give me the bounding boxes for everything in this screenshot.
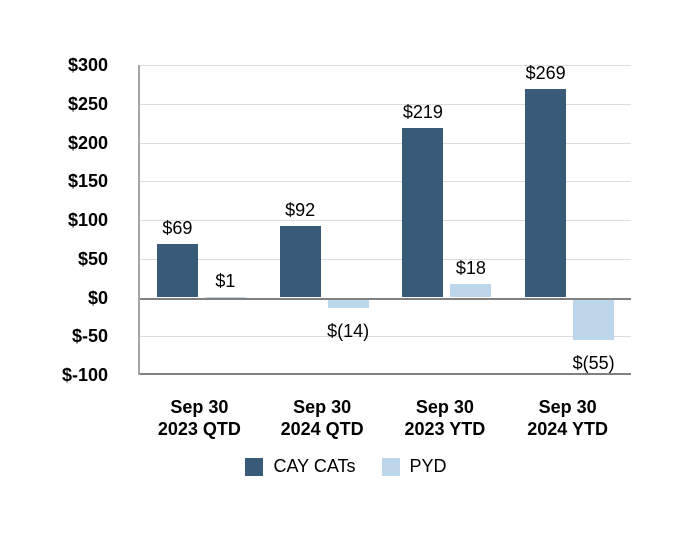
bar-pyd-sep-30-2023-ytd [450, 283, 492, 298]
bar-value-label: $219 [402, 101, 443, 122]
y-axis-tick-label: $150 [67, 171, 108, 192]
bar-pyd-sep-30-2024-ytd [573, 297, 615, 341]
legend-item-cay-cats: CAY CATs [245, 456, 356, 477]
y-axis-tick-label: $50 [77, 248, 108, 269]
x-axis-category-label: Sep 30 2024 QTD [247, 396, 397, 440]
plot-area: $69 $1 $92 $(14) $219 $18 $269 $(55) [138, 63, 631, 375]
x-axis-category-label: Sep 30 2024 YTD [493, 396, 643, 440]
x-axis-category-label: Sep 30 2023 YTD [370, 396, 520, 440]
x-axis-category-label-line: Sep 30 [293, 397, 352, 417]
gridline [140, 103, 631, 105]
bar-value-label: $18 [455, 257, 486, 278]
bar-cay-cats-sep-30-2023-ytd [402, 127, 444, 298]
x-axis-category-label-line: 2023 QTD [157, 419, 241, 439]
legend-label: CAY CATs [273, 456, 356, 476]
y-axis-tick-label: $-100 [61, 365, 108, 385]
y-axis-tick-label: $300 [67, 55, 108, 75]
bar-pyd-sep-30-2024-qtd [327, 297, 369, 309]
bar-cay-cats-sep-30-2024-qtd [279, 226, 321, 298]
bar-value-label: $(14) [327, 321, 370, 342]
gridline [140, 181, 631, 183]
gridline [140, 258, 631, 260]
x-axis-category-label-line: Sep 30 [415, 397, 474, 417]
gridline [140, 336, 631, 338]
bar-value-label: $69 [162, 218, 193, 239]
bar-value-label: $1 [215, 270, 236, 291]
gridline [140, 65, 631, 66]
gridline [140, 220, 631, 221]
bar-pyd-sep-30-2023-qtd [204, 296, 246, 298]
x-axis-category-label-line: 2024 QTD [280, 419, 364, 439]
bar-cay-cats-sep-30-2024-ytd [525, 89, 567, 298]
y-axis-tick-label: $100 [67, 210, 108, 230]
x-axis-category-label-line: 2024 YTD [527, 419, 608, 439]
bar-cay-cats-sep-30-2023-qtd [156, 244, 198, 298]
y-axis-tick-label: $-50 [71, 326, 108, 347]
legend-swatch-cay-cats [245, 457, 264, 476]
x-axis-category-label-line: 2023 YTD [404, 419, 486, 439]
x-axis-category-label-line: Sep 30 [538, 397, 597, 417]
legend-swatch-pyd [381, 457, 400, 476]
bar-value-label: $(55) [572, 353, 615, 374]
y-axis-tick-label: $250 [67, 93, 108, 114]
legend-item-pyd: PYD [381, 456, 447, 477]
gridline [140, 142, 631, 144]
x-axis-category-label-line: Sep 30 [170, 397, 229, 417]
x-axis-category-label: Sep 30 2023 QTD [124, 396, 274, 440]
y-axis-tick-label: $0 [87, 287, 108, 308]
bar-value-label: $92 [285, 200, 316, 221]
bar-value-label: $269 [525, 63, 566, 84]
x-axis-baseline [140, 373, 631, 375]
legend-label: PYD [409, 456, 447, 476]
zero-axis-line [140, 297, 631, 300]
y-axis-tick-label: $200 [67, 132, 108, 153]
chart-legend: CAY CATs PYD [0, 456, 692, 477]
